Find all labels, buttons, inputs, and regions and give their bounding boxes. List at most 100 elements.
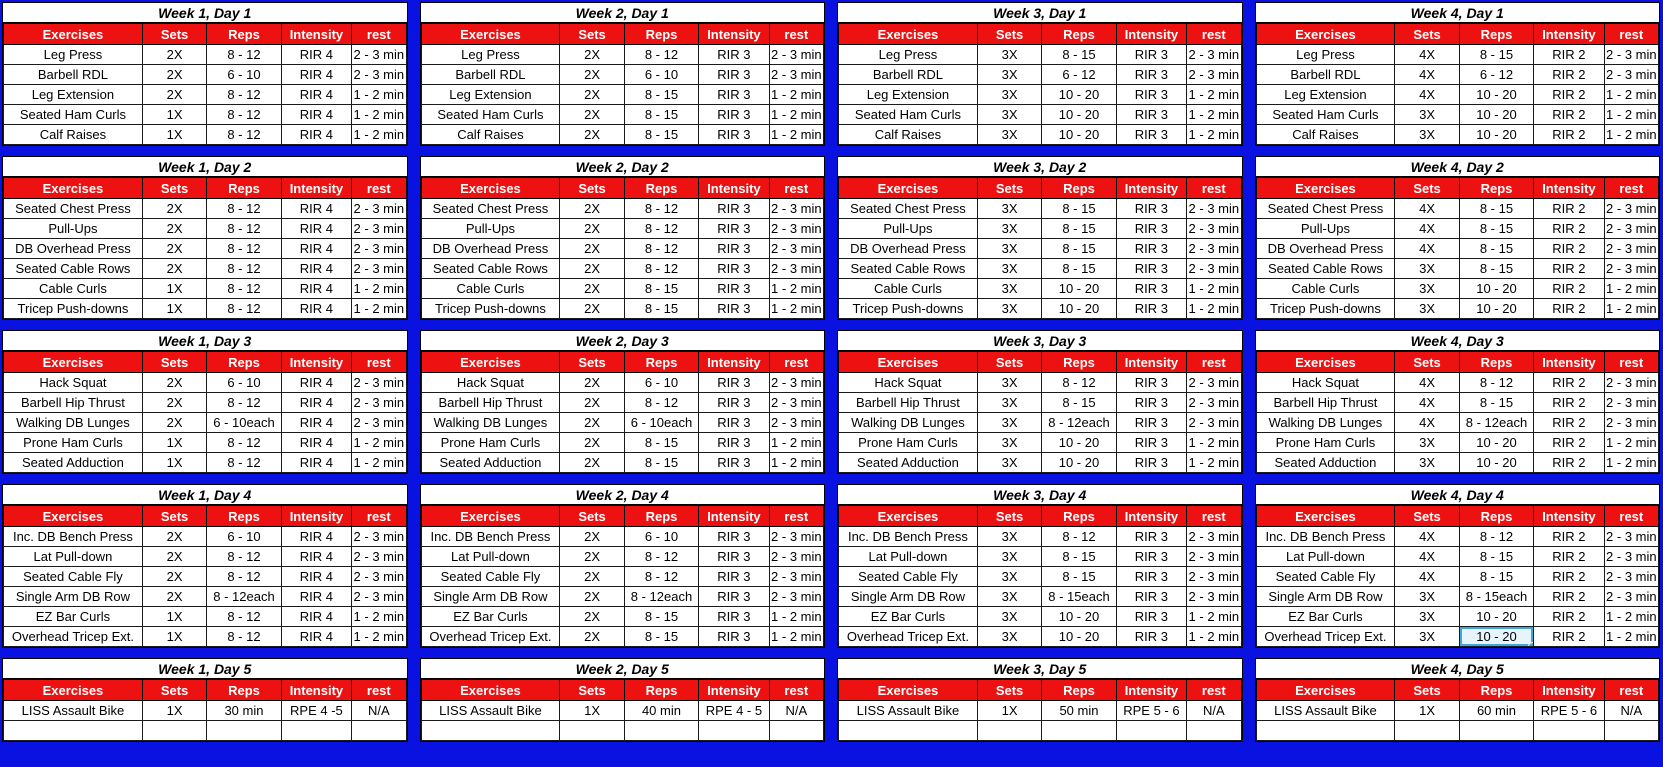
reps-cell[interactable]: 8 - 12 (206, 124, 282, 145)
table-title-week-4-day-5[interactable]: Week 4, Day 5 (1255, 659, 1659, 679)
rest-cell[interactable]: 1 - 2 min (768, 124, 825, 145)
exercise-cell[interactable]: Calf Raises (838, 124, 978, 145)
intensity-cell[interactable]: RIR 2 (1533, 586, 1605, 607)
exercise-cell[interactable]: Single Arm DB Row (420, 586, 561, 607)
column-header-sets[interactable]: Sets (559, 679, 625, 701)
rest-cell[interactable]: 1 - 2 min (768, 298, 825, 319)
exercise-cell[interactable]: Pull-Ups (420, 218, 561, 239)
rest-cell[interactable]: 2 - 3 min (1603, 566, 1660, 587)
sets-cell[interactable]: 2X (559, 606, 625, 627)
column-header-exercise[interactable]: Exercises (1255, 177, 1396, 199)
rest-cell[interactable]: 2 - 3 min (1603, 372, 1660, 393)
reps-cell[interactable]: 8 - 12 (1041, 526, 1117, 547)
exercise-cell[interactable]: Seated Adduction (1255, 452, 1396, 473)
sets-cell[interactable]: 1X (1394, 700, 1460, 721)
column-header-sets[interactable]: Sets (1394, 679, 1460, 701)
reps-cell[interactable]: 50 min (1041, 700, 1117, 721)
sets-cell[interactable]: 3X (976, 238, 1043, 259)
intensity-cell[interactable]: RIR 2 (1533, 124, 1605, 145)
column-header-reps[interactable]: Reps (1458, 679, 1535, 701)
intensity-cell[interactable] (1115, 720, 1188, 741)
sets-cell[interactable]: 2X (559, 526, 625, 547)
exercise-cell[interactable]: Seated Cable Rows (3, 258, 143, 279)
rest-cell[interactable]: 2 - 3 min (768, 526, 825, 547)
exercise-cell[interactable]: Seated Ham Curls (3, 104, 143, 125)
column-header-reps[interactable]: Reps (1458, 23, 1535, 45)
intensity-cell[interactable] (280, 720, 353, 741)
rest-cell[interactable]: 1 - 2 min (1186, 84, 1242, 105)
column-header-rest[interactable]: rest (1603, 679, 1660, 701)
rest-cell[interactable]: 2 - 3 min (1186, 238, 1242, 259)
intensity-cell[interactable]: RIR 2 (1533, 198, 1605, 219)
reps-cell[interactable]: 8 - 12each (1041, 412, 1117, 433)
reps-cell[interactable]: 8 - 15 (623, 84, 700, 105)
exercise-cell[interactable]: Hack Squat (1255, 372, 1396, 393)
column-header-rest[interactable]: rest (1603, 23, 1660, 45)
sets-cell[interactable]: 3X (976, 84, 1043, 105)
column-header-sets[interactable]: Sets (1394, 177, 1460, 199)
intensity-cell[interactable]: RIR 3 (1115, 452, 1188, 473)
exercise-cell[interactable]: Seated Cable Rows (420, 258, 561, 279)
exercise-cell[interactable]: Barbell Hip Thrust (1255, 392, 1396, 413)
sets-cell[interactable]: 4X (1394, 526, 1460, 547)
sets-cell[interactable]: 4X (1394, 412, 1460, 433)
intensity-cell[interactable]: RIR 2 (1533, 278, 1605, 299)
reps-cell[interactable]: 8 - 12 (206, 392, 282, 413)
sets-cell[interactable]: 1X (141, 278, 208, 299)
rest-cell[interactable]: 2 - 3 min (1186, 258, 1242, 279)
exercise-cell[interactable]: Barbell Hip Thrust (838, 392, 978, 413)
column-header-reps[interactable]: Reps (1458, 351, 1535, 373)
exercise-cell[interactable]: Cable Curls (1255, 278, 1396, 299)
sets-cell[interactable]: 1X (141, 452, 208, 473)
exercise-cell[interactable]: Seated Ham Curls (420, 104, 561, 125)
column-header-exercise[interactable]: Exercises (3, 177, 143, 199)
sets-cell[interactable]: 3X (976, 44, 1043, 65)
rest-cell[interactable]: N/A (351, 700, 407, 721)
sets-cell[interactable]: 1X (141, 124, 208, 145)
intensity-cell[interactable]: RIR 3 (1115, 278, 1188, 299)
column-header-intensity[interactable]: Intensity (280, 505, 353, 527)
sets-cell[interactable]: 3X (976, 124, 1043, 145)
column-header-sets[interactable]: Sets (1394, 351, 1460, 373)
sets-cell[interactable]: 3X (1394, 586, 1460, 607)
exercise-cell[interactable]: Seated Chest Press (838, 198, 978, 219)
exercise-cell[interactable]: Walking DB Lunges (1255, 412, 1396, 433)
intensity-cell[interactable]: RIR 3 (698, 64, 770, 85)
intensity-cell[interactable]: RIR 4 (280, 526, 353, 547)
sets-cell[interactable]: 2X (559, 218, 625, 239)
exercise-cell[interactable]: Inc. DB Bench Press (420, 526, 561, 547)
column-header-intensity[interactable]: Intensity (1115, 23, 1188, 45)
rest-cell[interactable]: 2 - 3 min (768, 546, 825, 567)
column-header-rest[interactable]: rest (1603, 177, 1660, 199)
column-header-reps[interactable]: Reps (206, 177, 282, 199)
rest-cell[interactable]: 2 - 3 min (351, 64, 407, 85)
intensity-cell[interactable]: RIR 2 (1533, 238, 1605, 259)
column-header-exercise[interactable]: Exercises (838, 505, 978, 527)
reps-cell[interactable]: 8 - 15 (623, 104, 700, 125)
rest-cell[interactable]: 2 - 3 min (768, 566, 825, 587)
intensity-cell[interactable]: RIR 3 (698, 412, 770, 433)
rest-cell[interactable]: 2 - 3 min (768, 586, 825, 607)
intensity-cell[interactable]: RIR 3 (698, 452, 770, 473)
reps-cell[interactable] (1458, 720, 1535, 741)
intensity-cell[interactable]: RIR 3 (1115, 432, 1188, 453)
intensity-cell[interactable]: RIR 2 (1533, 412, 1605, 433)
rest-cell[interactable]: 2 - 3 min (1186, 44, 1242, 65)
intensity-cell[interactable]: RIR 4 (280, 372, 353, 393)
rest-cell[interactable]: 1 - 2 min (1186, 104, 1242, 125)
sets-cell[interactable]: 3X (976, 586, 1043, 607)
exercise-cell[interactable]: Seated Chest Press (1255, 198, 1396, 219)
sets-cell[interactable]: 2X (559, 44, 625, 65)
sets-cell[interactable] (1394, 720, 1460, 741)
rest-cell[interactable]: 2 - 3 min (768, 64, 825, 85)
exercise-cell[interactable]: Seated Cable Rows (1255, 258, 1396, 279)
rest-cell[interactable]: 1 - 2 min (1186, 626, 1242, 647)
reps-cell[interactable]: 10 - 20 (1041, 452, 1117, 473)
rest-cell[interactable]: 2 - 3 min (351, 218, 407, 239)
sets-cell[interactable]: 4X (1394, 372, 1460, 393)
table-title-week-3-day-3[interactable]: Week 3, Day 3 (838, 331, 1242, 351)
intensity-cell[interactable]: RIR 3 (698, 278, 770, 299)
exercise-cell[interactable]: Leg Extension (838, 84, 978, 105)
rest-cell[interactable]: 1 - 2 min (351, 452, 407, 473)
reps-cell[interactable]: 30 min (206, 700, 282, 721)
